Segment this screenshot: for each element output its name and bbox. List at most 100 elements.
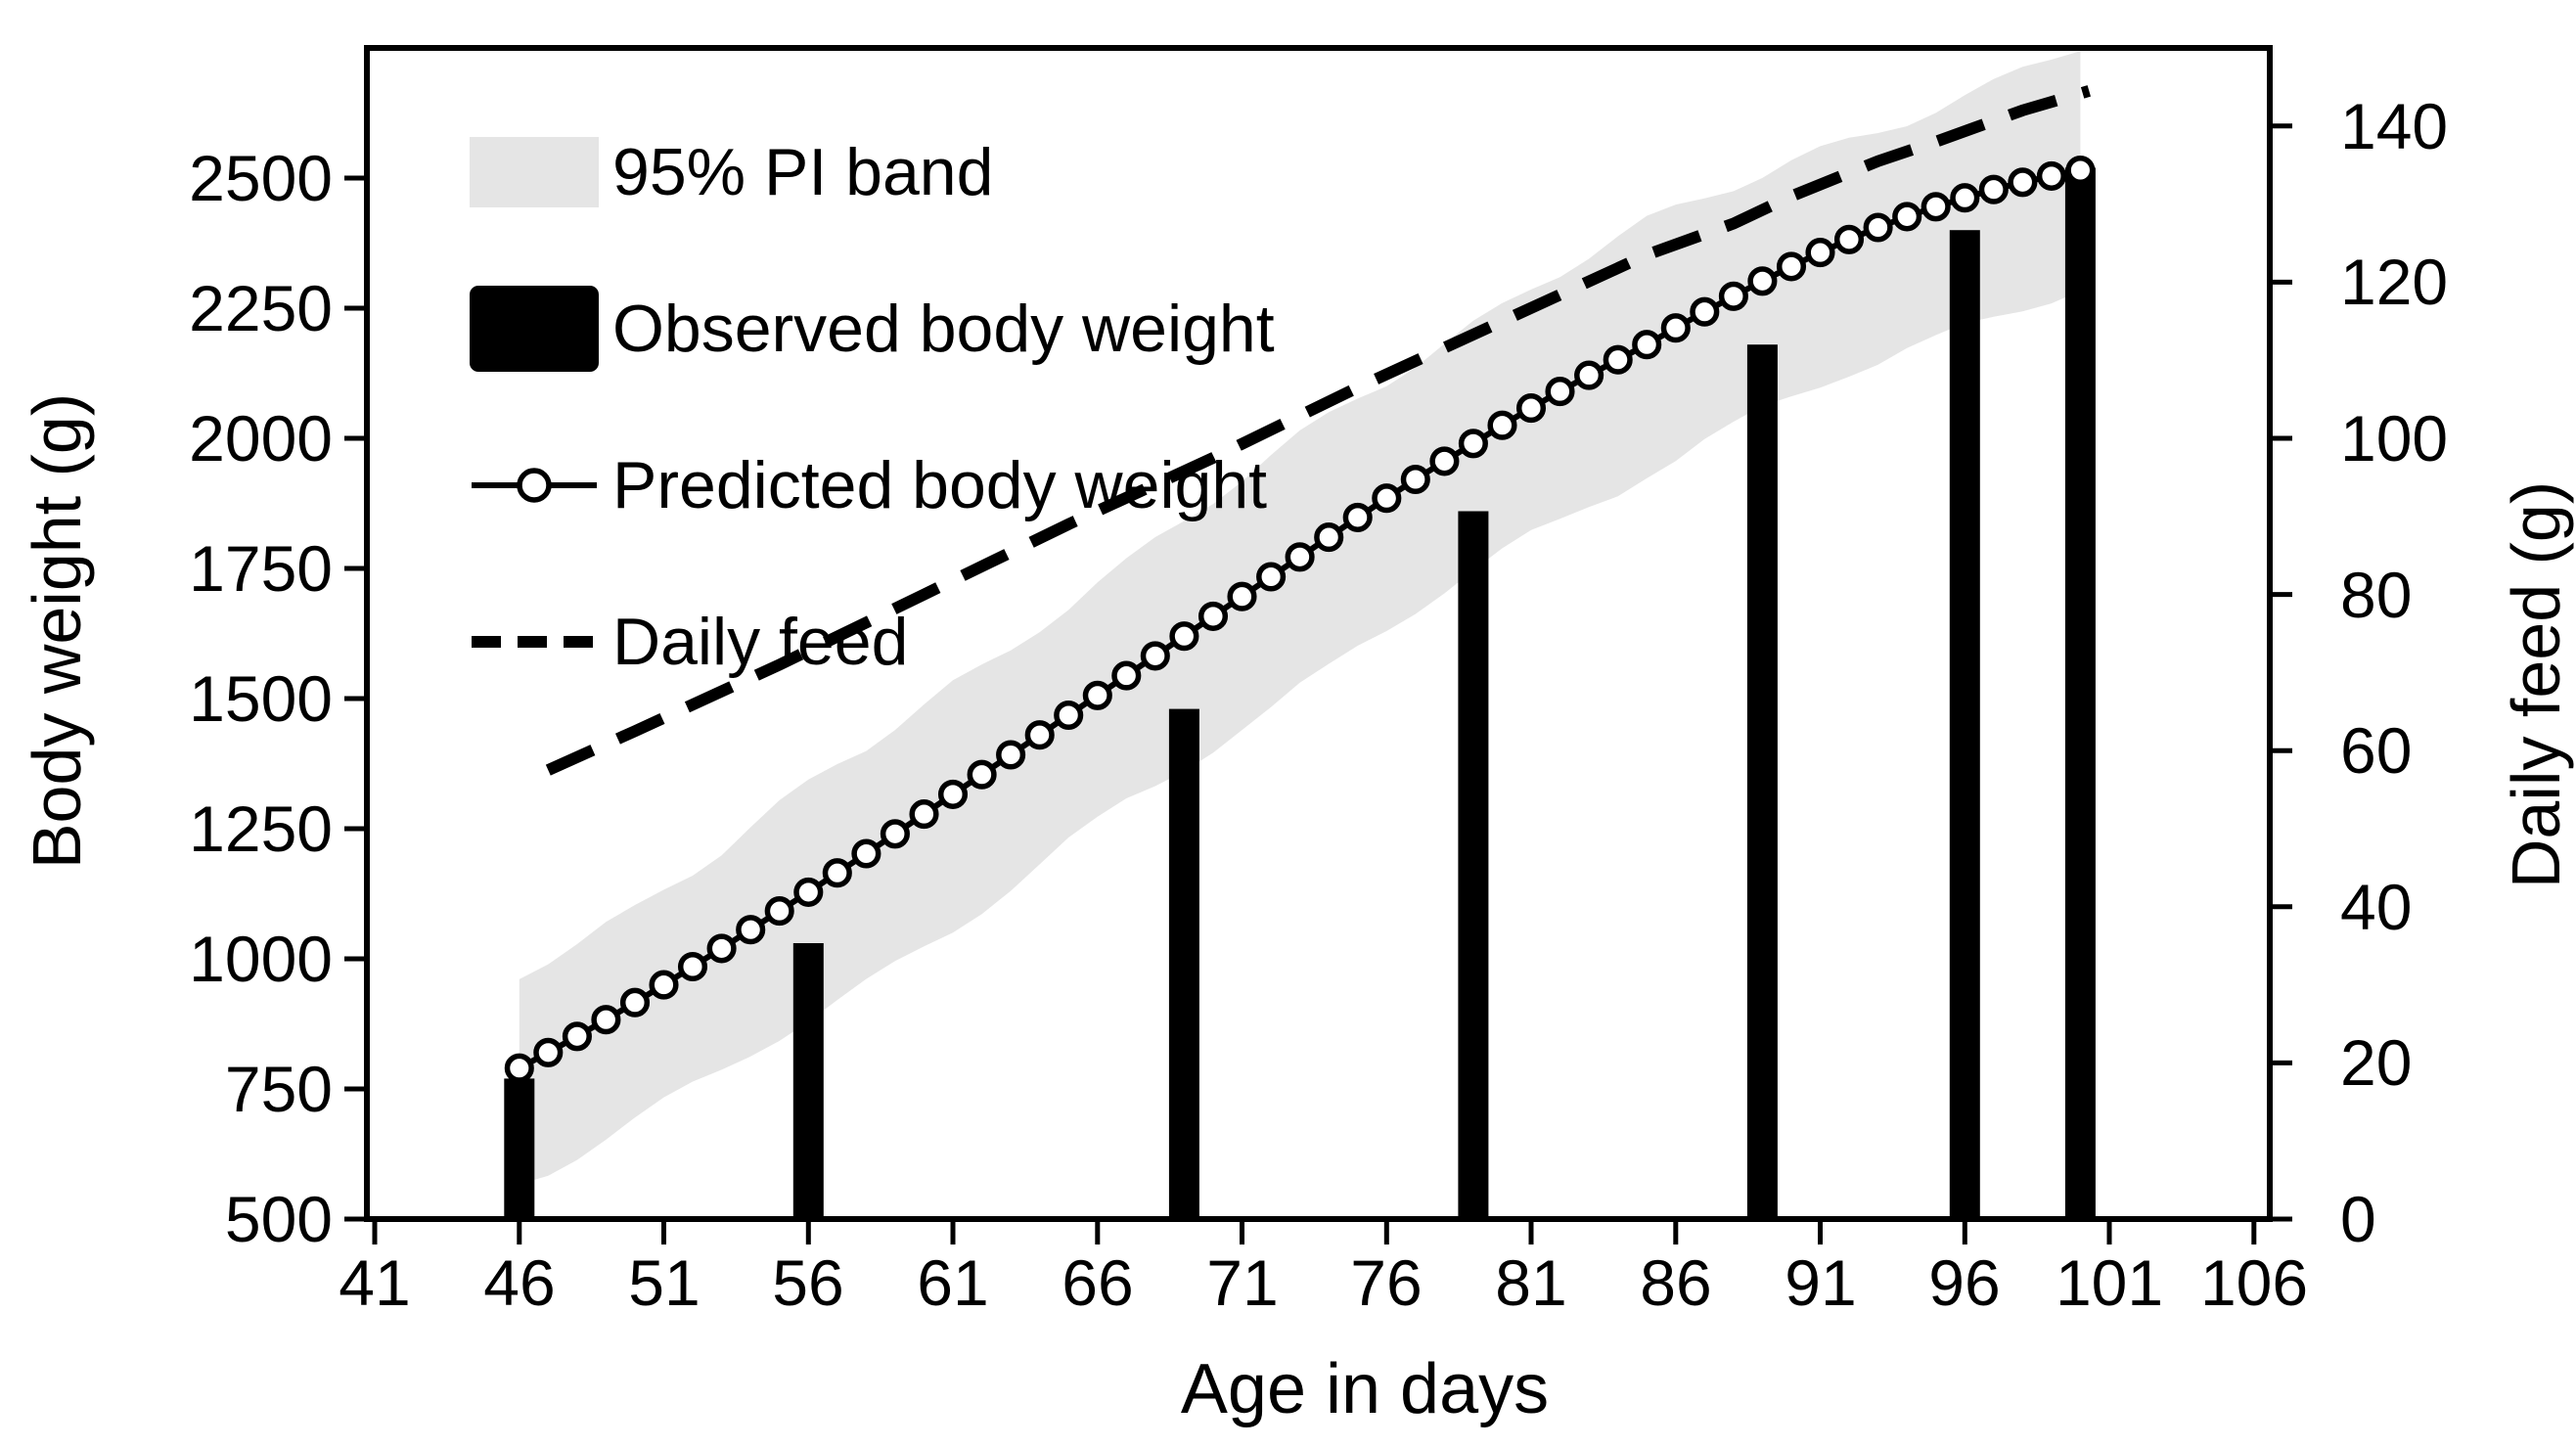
x-tick-label: 81 — [1495, 1246, 1567, 1319]
predicted-marker — [1227, 581, 1257, 611]
y-left-tick-label: 1250 — [189, 792, 333, 865]
x-tick-label: 91 — [1785, 1246, 1857, 1319]
predicted-marker — [1314, 522, 1344, 553]
legend-label-observed: Observed body weight — [612, 292, 1275, 366]
predicted-marker — [1458, 429, 1488, 459]
predicted-marker — [1372, 483, 1402, 514]
observed-bar — [1168, 708, 1199, 1219]
y-right-tick-label: 100 — [2340, 402, 2449, 475]
predicted-marker — [619, 987, 651, 1018]
legend-item-observed: Observed body weight — [470, 250, 1275, 407]
daily-feed-marker-icon — [470, 620, 599, 663]
predicted-marker — [1574, 360, 1604, 390]
predicted-marker — [967, 759, 997, 790]
predicted-marker — [1718, 281, 1748, 311]
predicted-marker — [1776, 251, 1807, 282]
observed-bar — [1458, 511, 1489, 1219]
predicted-marker-icon — [470, 464, 599, 507]
predicted-marker — [909, 799, 939, 830]
y-right-tick-label: 140 — [2340, 90, 2449, 162]
x-tick-label: 101 — [2055, 1246, 2164, 1319]
x-tick-label: 66 — [1062, 1246, 1134, 1319]
predicted-marker — [822, 858, 852, 888]
predicted-marker — [1169, 621, 1199, 652]
predicted-marker — [1082, 680, 1112, 710]
predicted-marker — [764, 896, 794, 927]
x-tick-label: 71 — [1206, 1246, 1279, 1319]
y-right-tick-label: 40 — [2340, 871, 2413, 943]
pi-band-area — [519, 51, 2081, 1185]
predicted-marker — [1747, 266, 1778, 296]
y-right-tick-label: 0 — [2340, 1183, 2376, 1255]
y-left-tick-label: 500 — [224, 1183, 333, 1255]
predicted-marker — [1024, 720, 1055, 750]
y-left-tick-label: 1500 — [189, 662, 333, 735]
observed-swatch — [470, 286, 599, 372]
y-left-tick-label: 1750 — [189, 532, 333, 605]
predicted-marker — [1342, 502, 1373, 532]
x-tick-label: 51 — [628, 1246, 700, 1319]
legend-item-daily-feed: Daily feed — [470, 564, 1275, 720]
y-left-tick-label: 2000 — [189, 402, 333, 475]
predicted-marker — [677, 951, 708, 982]
legend-item-predicted: Predicted body weight — [470, 407, 1275, 564]
observed-bar — [2064, 167, 2096, 1219]
y-right-tick-label: 120 — [2340, 246, 2449, 318]
y-right-tick-label: 80 — [2340, 559, 2413, 631]
daily-feed-line — [545, 85, 2091, 776]
observed-bar — [1746, 344, 1778, 1219]
y-left-tick-label: 2250 — [189, 272, 333, 344]
predicted-marker — [736, 915, 766, 945]
x-tick-label: 41 — [339, 1246, 411, 1319]
y-left-tick-label: 1000 — [189, 923, 333, 995]
predicted-marker — [504, 1053, 534, 1083]
predicted-marker — [851, 838, 881, 869]
predicted-marker — [1603, 344, 1633, 375]
pi-band-swatch — [470, 137, 599, 207]
observed-bar — [792, 943, 824, 1219]
predicted-marker — [1400, 464, 1430, 495]
predicted-marker — [533, 1037, 564, 1067]
x-tick-label: 76 — [1350, 1246, 1423, 1319]
y-right-tick-label: 20 — [2340, 1026, 2413, 1099]
x-tick-label: 56 — [772, 1246, 844, 1319]
predicted-marker — [793, 877, 824, 907]
observed-bar — [504, 1078, 535, 1219]
predicted-marker — [1545, 377, 1575, 407]
predicted-marker — [1487, 410, 1517, 440]
predicted-marker — [937, 779, 969, 809]
predicted-marker — [1833, 224, 1865, 254]
predicted-marker — [1978, 174, 2009, 204]
x-tick-label: 106 — [2199, 1246, 2309, 1319]
predicted-marker — [1863, 212, 1893, 243]
x-tick-label: 61 — [917, 1246, 989, 1319]
predicted-marker — [649, 970, 679, 1000]
predicted-marker — [2008, 167, 2038, 198]
predicted-marker — [2036, 160, 2066, 191]
predicted-marker — [996, 740, 1026, 770]
y-axis-title-right: Daily feed (g) — [2498, 480, 2574, 889]
predicted-marker — [562, 1021, 592, 1052]
predicted-marker — [1256, 562, 1287, 592]
predicted-marker — [1632, 330, 1662, 360]
predicted-marker — [1921, 192, 1951, 222]
predicted-marker — [1140, 641, 1170, 671]
y-right-tick-label: 60 — [2340, 714, 2413, 787]
predicted-marker — [880, 819, 910, 849]
predicted-marker — [1111, 660, 1142, 691]
legend-label-daily-feed: Daily feed — [612, 605, 909, 679]
predicted-marker — [1054, 700, 1084, 731]
x-tick-label: 86 — [1640, 1246, 1712, 1319]
predicted-marker — [1429, 446, 1460, 476]
y-left-tick-label: 2500 — [189, 142, 333, 214]
predicted-marker — [1805, 238, 1835, 268]
predicted-marker — [1660, 313, 1691, 343]
legend: 95% PI band Observed body weight Predict… — [470, 94, 1275, 720]
predicted-marker — [591, 1005, 621, 1035]
x-axis-title: Age in days — [1180, 1350, 1550, 1428]
y-left-tick-label: 750 — [224, 1053, 333, 1125]
predicted-marker — [1198, 601, 1229, 631]
legend-label-predicted: Predicted body weight — [612, 448, 1268, 522]
x-tick-label: 46 — [483, 1246, 556, 1319]
